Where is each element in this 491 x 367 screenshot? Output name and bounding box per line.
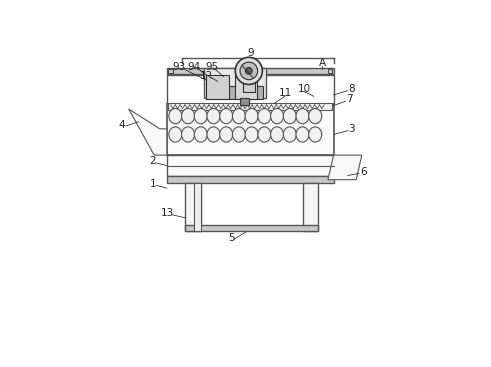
Bar [185,225,318,230]
Bar [168,103,332,110]
Text: 5: 5 [228,233,234,243]
Bar [206,75,229,99]
Ellipse shape [219,127,233,142]
Ellipse shape [283,127,296,142]
Text: 93: 93 [172,62,186,72]
Ellipse shape [245,127,258,142]
Ellipse shape [194,109,207,124]
Text: 13: 13 [161,208,174,218]
Ellipse shape [309,127,322,142]
Bar [185,182,201,230]
Bar [167,155,333,176]
Ellipse shape [258,109,271,124]
Bar [240,98,249,105]
Text: A: A [319,58,326,68]
Ellipse shape [169,109,182,124]
Ellipse shape [207,127,220,142]
Text: 95: 95 [205,62,218,72]
Bar [168,69,173,73]
Bar [206,86,263,99]
Ellipse shape [271,109,284,124]
Ellipse shape [207,109,220,124]
Text: 4: 4 [118,120,125,130]
Bar [302,182,318,230]
Ellipse shape [219,109,233,124]
Text: 11: 11 [279,88,292,98]
Bar [204,68,266,98]
Ellipse shape [258,127,271,142]
Text: 8: 8 [349,84,355,94]
Ellipse shape [194,127,207,142]
Ellipse shape [235,57,262,84]
Text: 3: 3 [349,124,355,134]
Polygon shape [129,109,167,155]
Ellipse shape [182,127,194,142]
Ellipse shape [296,109,309,124]
Ellipse shape [240,62,258,80]
Ellipse shape [271,127,284,142]
Ellipse shape [232,109,246,124]
Bar [167,104,333,155]
Text: 12: 12 [200,71,213,81]
Ellipse shape [232,127,246,142]
Ellipse shape [309,109,322,124]
Text: 7: 7 [346,94,353,104]
Text: 1: 1 [149,179,156,189]
Ellipse shape [296,127,309,142]
Bar [194,182,201,230]
Text: 2: 2 [149,156,156,166]
Ellipse shape [283,109,296,124]
Text: 10: 10 [298,84,310,94]
Bar [243,75,255,91]
Ellipse shape [182,109,194,124]
Bar [327,69,332,73]
Bar [167,176,333,182]
Text: 6: 6 [360,167,367,177]
Bar [235,75,257,99]
Polygon shape [328,155,362,180]
Bar [167,75,333,104]
Ellipse shape [245,109,258,124]
Text: 9: 9 [247,47,253,58]
Bar [167,68,333,74]
Text: 94: 94 [187,62,200,72]
Ellipse shape [169,127,182,142]
Ellipse shape [246,68,252,74]
